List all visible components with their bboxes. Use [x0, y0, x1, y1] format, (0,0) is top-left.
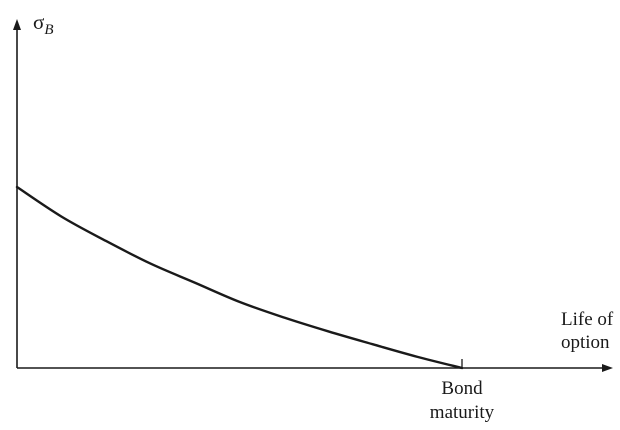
y-axis-label: σB — [33, 10, 54, 38]
x-axis-label-line2: option — [561, 332, 610, 353]
x-tick-label-line2: maturity — [430, 402, 495, 423]
y-axis-label-subscript: B — [44, 22, 53, 38]
y-axis-arrow — [13, 19, 21, 30]
volatility-curve — [15, 185, 464, 370]
x-axis-arrow — [602, 364, 613, 372]
x-tick-label-line1: Bond — [441, 378, 483, 399]
x-axis-label-line1: Life of — [561, 309, 614, 330]
x-axis-ticks: Bond maturity — [430, 359, 495, 423]
y-axis-label-symbol: σ — [33, 10, 44, 34]
